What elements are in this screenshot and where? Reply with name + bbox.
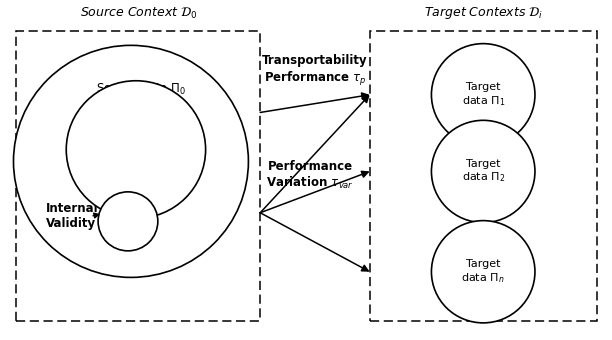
Text: Source data $\Pi_0$: Source data $\Pi_0$ bbox=[96, 81, 186, 97]
Bar bbox=[370, 31, 597, 321]
Text: ...: ... bbox=[477, 215, 490, 228]
Text: Transportability
Performance $\tau_p$: Transportability Performance $\tau_p$ bbox=[262, 54, 368, 88]
Ellipse shape bbox=[431, 120, 535, 223]
Ellipse shape bbox=[98, 192, 158, 251]
Text: Target
data $\Pi_1$: Target data $\Pi_1$ bbox=[461, 82, 505, 108]
Text: Target
data $\Pi_2$: Target data $\Pi_2$ bbox=[461, 158, 505, 184]
Text: Samples: Samples bbox=[111, 135, 161, 148]
Bar bbox=[17, 31, 260, 321]
Text: Source Context $\mathcal{D}_0$: Source Context $\mathcal{D}_0$ bbox=[80, 6, 197, 21]
Text: Target
data $\Pi_n$: Target data $\Pi_n$ bbox=[461, 259, 505, 285]
Ellipse shape bbox=[66, 81, 206, 218]
Ellipse shape bbox=[431, 221, 535, 323]
Text: Performance
Variation $\tau_{var}$: Performance Variation $\tau_{var}$ bbox=[266, 159, 354, 191]
Ellipse shape bbox=[13, 45, 248, 277]
Text: Internal
Validity: Internal Validity bbox=[47, 202, 99, 231]
Text: Target Contexts $\mathcal{D}_i$: Target Contexts $\mathcal{D}_i$ bbox=[424, 5, 543, 21]
Ellipse shape bbox=[431, 44, 535, 146]
